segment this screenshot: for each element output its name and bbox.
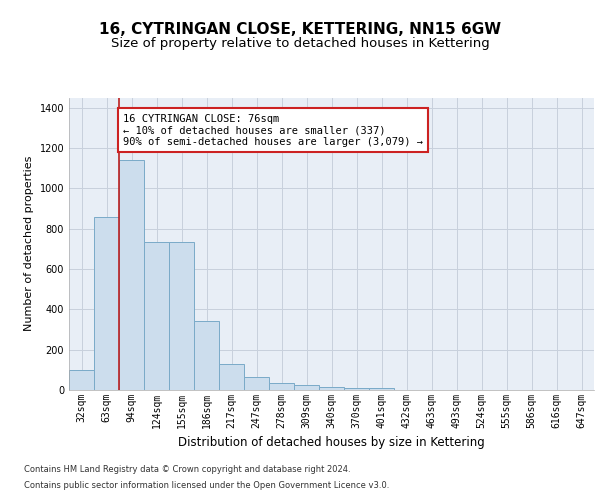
Bar — [269, 383, 294, 390]
Bar — [69, 370, 94, 390]
Bar — [244, 377, 269, 390]
Bar — [119, 160, 144, 390]
Bar — [94, 216, 119, 390]
Bar — [219, 364, 244, 390]
Y-axis label: Number of detached properties: Number of detached properties — [24, 156, 34, 332]
Text: Size of property relative to detached houses in Kettering: Size of property relative to detached ho… — [110, 38, 490, 51]
Bar — [319, 387, 344, 390]
X-axis label: Distribution of detached houses by size in Kettering: Distribution of detached houses by size … — [178, 436, 485, 450]
Text: Contains HM Land Registry data © Crown copyright and database right 2024.: Contains HM Land Registry data © Crown c… — [24, 466, 350, 474]
Bar — [369, 388, 394, 390]
Bar — [144, 242, 169, 390]
Text: Contains public sector information licensed under the Open Government Licence v3: Contains public sector information licen… — [24, 480, 389, 490]
Bar — [194, 322, 219, 390]
Bar — [169, 242, 194, 390]
Text: 16, CYTRINGAN CLOSE, KETTERING, NN15 6GW: 16, CYTRINGAN CLOSE, KETTERING, NN15 6GW — [99, 22, 501, 38]
Text: 16 CYTRINGAN CLOSE: 76sqm
← 10% of detached houses are smaller (337)
90% of semi: 16 CYTRINGAN CLOSE: 76sqm ← 10% of detac… — [123, 114, 423, 147]
Bar — [294, 385, 319, 390]
Bar — [344, 388, 369, 390]
